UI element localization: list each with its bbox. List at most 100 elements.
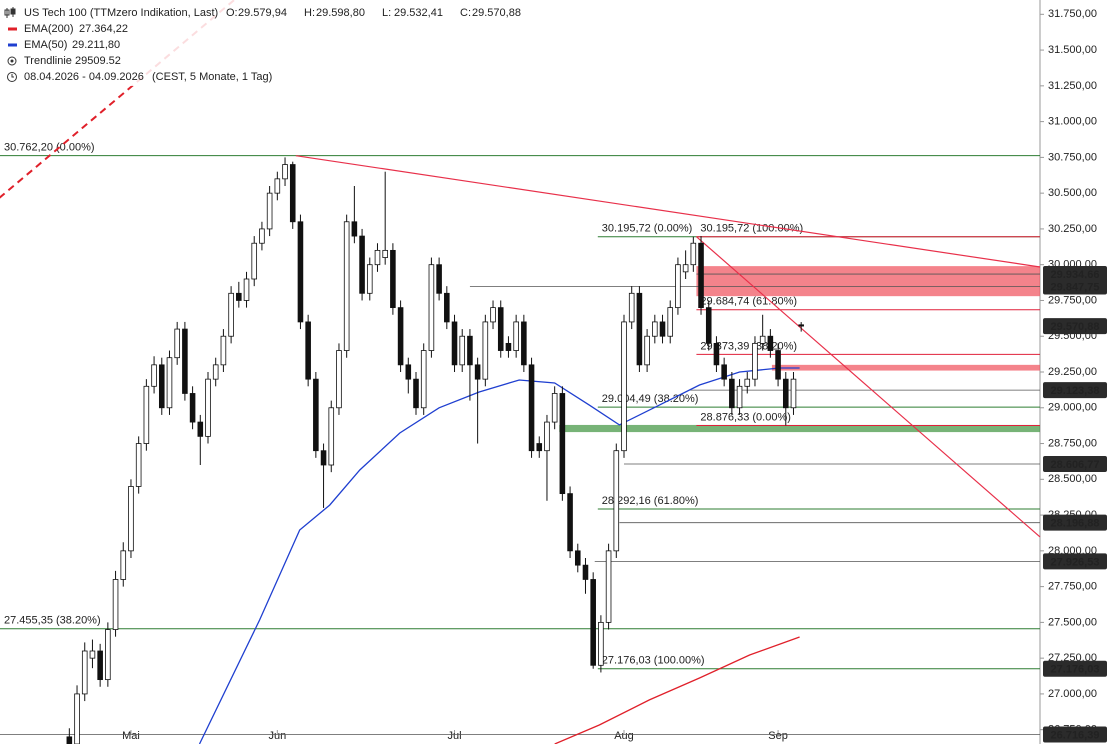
price-box-label: 29.934,66 <box>1051 269 1100 281</box>
y-tick-label: 30.250,00 <box>1048 223 1097 235</box>
candle-body <box>582 564 589 580</box>
candle-body <box>366 264 373 294</box>
candle-body <box>644 335 650 366</box>
x-tick-label: Aug <box>614 730 634 742</box>
price-box <box>1043 382 1107 399</box>
candle-body <box>320 450 327 466</box>
y-tick-label: 27.500,00 <box>1048 616 1097 628</box>
candle-body <box>444 292 450 323</box>
candle-body <box>166 357 173 409</box>
candle-body <box>251 242 258 280</box>
candle-body <box>405 364 412 380</box>
y-tick-label: 27.750,00 <box>1048 581 1097 593</box>
candle-body <box>212 364 219 380</box>
y-tick-label: 28.750,00 <box>1048 437 1097 449</box>
zone <box>696 266 1040 297</box>
candle-body <box>343 221 350 351</box>
price-box <box>1043 456 1107 473</box>
candle-body <box>143 385 150 444</box>
fib-label: 27.176,03 (100.00%) <box>602 655 705 667</box>
candle-body <box>66 736 73 744</box>
price-box <box>1043 553 1107 570</box>
candle-body <box>297 221 304 323</box>
candle-body <box>536 443 543 452</box>
candle-body <box>767 335 774 351</box>
candle-body <box>574 550 581 566</box>
candle-body <box>621 321 627 452</box>
candle-body <box>236 292 242 301</box>
fib-label: 30.762,20 (0.00%) <box>4 142 95 154</box>
candle-body <box>729 378 735 409</box>
candle-body <box>382 249 388 258</box>
candle-body <box>482 321 489 380</box>
candle-body <box>97 650 103 681</box>
fib-label: 29.004,49 (38.20%) <box>602 393 699 405</box>
candle-body <box>120 550 127 580</box>
price-axis: 26.750,0027.000,0027.250,0027.500,0027.7… <box>1040 8 1107 743</box>
candle-body <box>266 192 273 230</box>
price-box <box>1043 514 1107 531</box>
clock-icon <box>11 74 14 78</box>
y-tick-label: 30.750,00 <box>1048 151 1097 163</box>
candle-body <box>521 321 527 366</box>
candle-body <box>397 307 404 366</box>
legend-icon <box>7 56 17 66</box>
ohlc-value: 29.598,80 <box>316 7 365 19</box>
candle-body <box>528 364 535 452</box>
candle-body <box>112 579 119 630</box>
candle-body <box>174 328 180 359</box>
price-box <box>1043 726 1107 743</box>
plot-area: Mai Jun Jul Aug Sep 30.762,20 (0.00%) 27.455,3… <box>0 0 1041 744</box>
price-box <box>1043 660 1107 677</box>
candle-body <box>551 393 558 423</box>
candle-body <box>490 307 496 323</box>
legend-name: EMA(200) <box>24 23 74 35</box>
y-tick-label: 30.500,00 <box>1048 187 1097 199</box>
y-tick-label: 31.250,00 <box>1048 80 1097 92</box>
fib-label: 30.195,72 (0.00%) <box>602 223 693 235</box>
y-tick-label: 31.500,00 <box>1048 44 1097 56</box>
trendline <box>696 236 1041 538</box>
price-box-label: 29.570,88 <box>1051 321 1100 333</box>
candle-body <box>505 342 512 351</box>
candle-body <box>351 221 358 237</box>
candle-body <box>467 335 473 366</box>
candle-body <box>243 278 250 301</box>
x-tick-label: Sep <box>768 730 788 742</box>
legend-icon <box>10 59 14 63</box>
candle-body <box>605 550 612 623</box>
ohlc-key: H: <box>304 7 315 19</box>
candle-body <box>744 378 751 387</box>
clock-icon <box>7 72 17 82</box>
y-tick-label: 29.000,00 <box>1048 402 1097 414</box>
candle-body <box>759 335 766 344</box>
ohlc-value: 29.570,88 <box>472 7 521 19</box>
candle-body <box>413 378 419 409</box>
fib-label: 29.684,74 (61.80%) <box>700 296 797 308</box>
ema-line <box>198 367 800 744</box>
candle-body <box>775 350 781 380</box>
candle-body <box>289 164 296 223</box>
candle-body <box>682 264 689 273</box>
candle-body <box>420 350 427 409</box>
candle-body <box>428 264 435 351</box>
fib-label: 28.292,16 (61.80%) <box>602 495 699 507</box>
price-box-label: 26.716,39 <box>1051 729 1100 741</box>
price-box-label: 28.606,77 <box>1051 459 1100 471</box>
candle-body <box>497 307 504 351</box>
candle-body <box>359 235 365 294</box>
legend-name: Trendlinie <box>24 55 72 67</box>
fib-label: 28.876,33 (0.00%) <box>700 411 791 423</box>
candle-body <box>736 385 743 409</box>
candle-body <box>459 335 466 366</box>
candle-body <box>328 407 335 466</box>
candle-body <box>74 693 80 744</box>
candle-body <box>721 364 727 380</box>
fib-label: 27.455,35 (38.20%) <box>4 615 101 627</box>
candle-body <box>690 242 697 266</box>
price-box-label: 29.123,38 <box>1051 385 1100 397</box>
legend-value: 27.364,22 <box>79 23 128 35</box>
